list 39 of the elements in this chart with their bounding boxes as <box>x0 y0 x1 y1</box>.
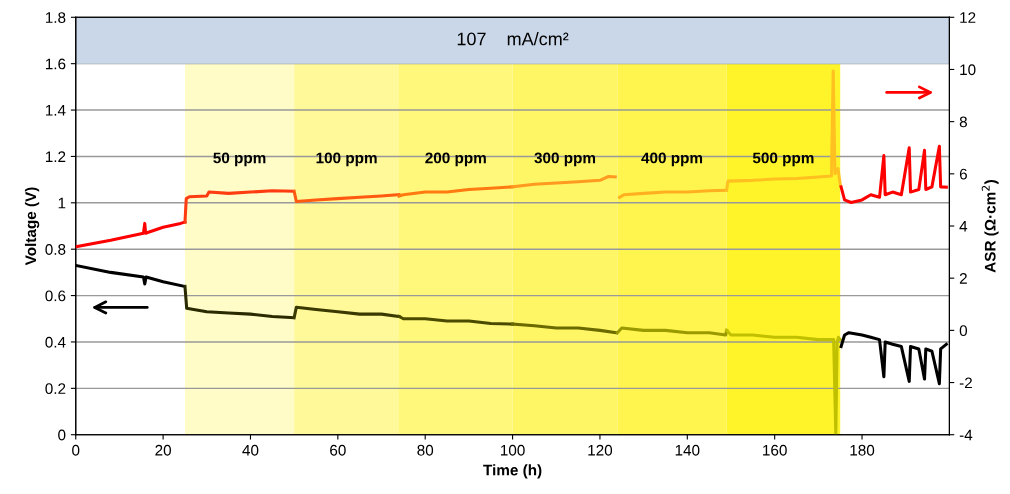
y-tick-label: 0.6 <box>45 290 66 302</box>
y2-tick-label: 8 <box>959 116 967 128</box>
y-tick-label: 0 <box>58 429 66 441</box>
band-label: 100 ppm <box>316 152 377 167</box>
band-label: 300 ppm <box>534 152 596 167</box>
y-tick-label: 0.4 <box>45 336 66 348</box>
y-tick-label: 1.8 <box>45 12 66 23</box>
y-tick-label: 1.2 <box>45 151 66 162</box>
y-tick-label: 1 <box>58 197 66 209</box>
y2-tick-label: 6 <box>959 168 967 180</box>
band-label: 107 mA/cm² <box>457 32 569 46</box>
x-tick-label: 20 <box>155 444 172 456</box>
x-tick-label: 180 <box>850 444 875 456</box>
y2-tick-label: -2 <box>959 377 972 389</box>
y-tick-label: 1.4 <box>45 105 66 116</box>
band-label: 400 ppm <box>641 152 703 167</box>
y-axis-title: Voltage (V) <box>24 187 40 266</box>
x-axis-title: Time (h) <box>483 464 542 479</box>
y2-tick-label: 0 <box>959 325 968 337</box>
x-tick-label: 160 <box>763 444 787 456</box>
y2-tick-label: 4 <box>959 221 968 232</box>
x-tick-label: 0 <box>72 444 80 456</box>
y2-tick-label: 2 <box>959 273 967 284</box>
y2-axis-title: ASR (Ω·cm$^{2}$) <box>981 180 999 273</box>
y-tick-label: 0.2 <box>45 383 66 395</box>
y-tick-label: 0.8 <box>45 244 66 255</box>
x-tick-label: 80 <box>417 444 434 456</box>
x-tick-label: 40 <box>242 444 259 456</box>
x-tick-label: 140 <box>675 444 700 456</box>
x-tick-label: 120 <box>588 444 613 456</box>
y2-tick-label: -4 <box>959 429 973 441</box>
x-tick-label: 60 <box>330 444 346 456</box>
y2-tick-label: 12 <box>960 12 976 23</box>
band-label: 50 ppm <box>213 152 266 167</box>
y2-tick-label: 10 <box>960 64 976 76</box>
band-label: 500 ppm <box>752 152 814 167</box>
x-tick-label: 100 <box>501 444 525 456</box>
band-label: 200 ppm <box>425 152 486 167</box>
y-tick-label: 1.6 <box>45 58 66 70</box>
